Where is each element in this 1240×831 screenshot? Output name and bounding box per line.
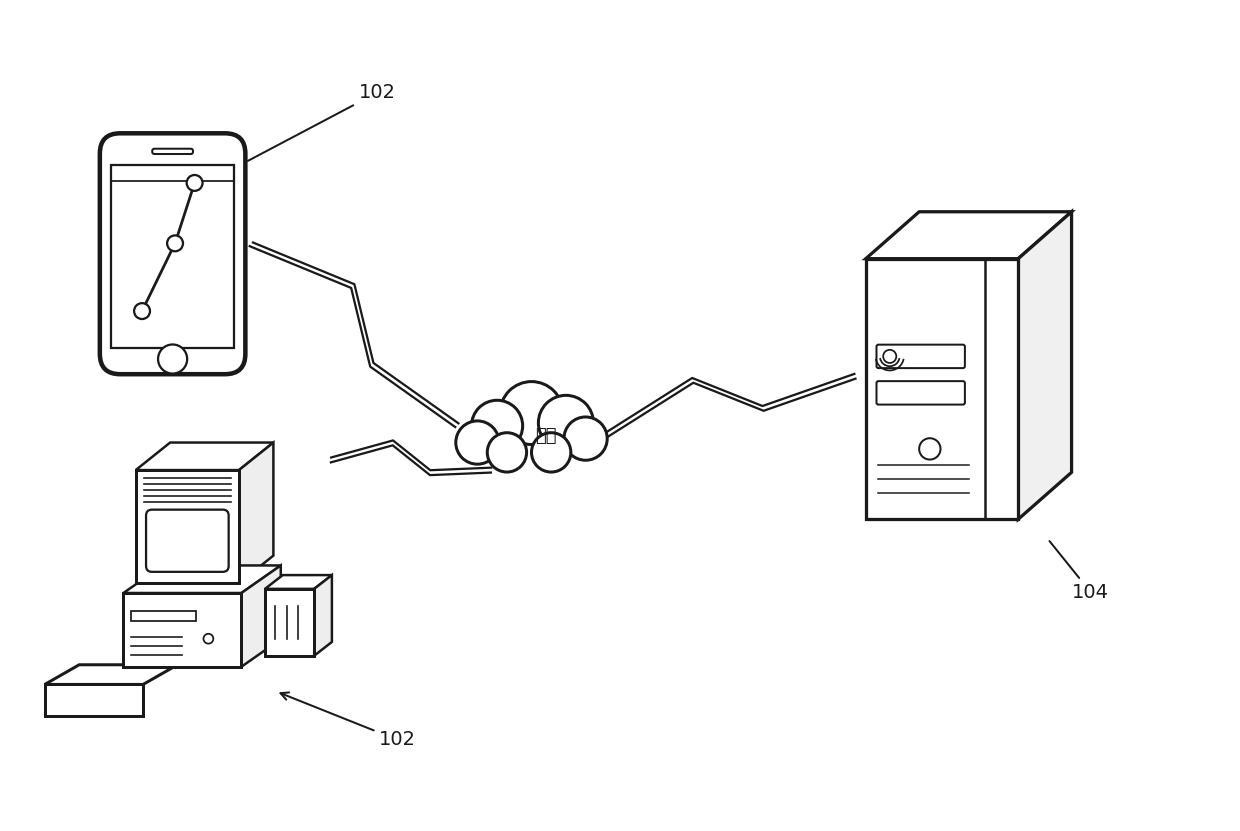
Polygon shape xyxy=(135,443,273,470)
FancyBboxPatch shape xyxy=(153,149,193,154)
FancyBboxPatch shape xyxy=(877,345,965,368)
Circle shape xyxy=(456,421,498,465)
Circle shape xyxy=(134,303,150,319)
Circle shape xyxy=(167,235,184,251)
FancyBboxPatch shape xyxy=(100,133,246,374)
Bar xyxy=(131,611,196,621)
Polygon shape xyxy=(314,575,332,656)
Circle shape xyxy=(919,438,940,460)
Polygon shape xyxy=(239,443,273,583)
FancyBboxPatch shape xyxy=(146,509,228,572)
Polygon shape xyxy=(1018,212,1071,519)
Circle shape xyxy=(487,433,527,472)
Circle shape xyxy=(157,345,187,374)
Bar xyxy=(866,258,1018,519)
Polygon shape xyxy=(45,685,143,715)
Circle shape xyxy=(538,396,594,450)
Bar xyxy=(124,593,242,666)
Circle shape xyxy=(203,634,213,644)
Polygon shape xyxy=(45,665,177,685)
Text: 102: 102 xyxy=(248,83,396,161)
Circle shape xyxy=(564,417,608,460)
Circle shape xyxy=(883,350,897,363)
Polygon shape xyxy=(866,212,1071,258)
Circle shape xyxy=(187,175,202,191)
Bar xyxy=(112,165,233,347)
Circle shape xyxy=(471,401,522,451)
Text: 104: 104 xyxy=(1049,541,1110,602)
Polygon shape xyxy=(124,565,280,593)
Text: 102: 102 xyxy=(280,692,417,750)
Bar xyxy=(265,589,314,656)
FancyBboxPatch shape xyxy=(877,381,965,405)
Polygon shape xyxy=(265,575,332,589)
Text: 网络: 网络 xyxy=(536,426,557,445)
Bar xyxy=(135,470,239,583)
Circle shape xyxy=(532,433,570,472)
Polygon shape xyxy=(242,565,280,666)
Circle shape xyxy=(500,381,563,445)
